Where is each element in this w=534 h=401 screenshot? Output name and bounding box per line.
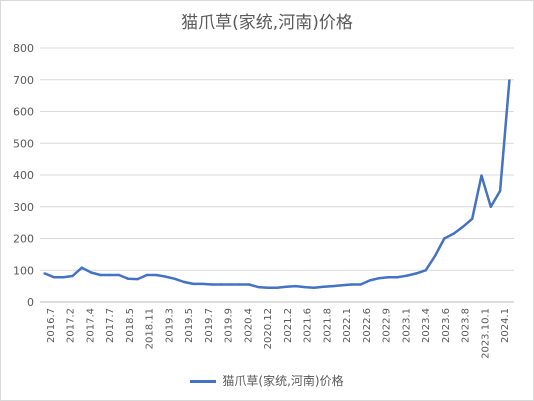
- x-tick-label: 2022.1: [342, 308, 353, 343]
- data-point: [164, 275, 167, 278]
- data-point: [396, 276, 399, 279]
- data-point: [275, 286, 279, 289]
- data-point: [471, 217, 474, 220]
- data-point: [43, 272, 46, 275]
- data-point: [155, 273, 158, 277]
- data-point: [433, 254, 437, 258]
- x-tick-label: 2022.6: [362, 308, 373, 343]
- y-tick-label: 300: [13, 201, 34, 214]
- x-tick-label: 2019.5: [184, 308, 195, 343]
- y-tick-label: 100: [13, 264, 34, 277]
- data-point: [220, 283, 223, 286]
- data-point: [173, 277, 176, 280]
- x-tick-label: 2019.3: [164, 308, 175, 343]
- x-tick-label: 2023.8: [461, 308, 472, 343]
- data-point: [89, 271, 93, 274]
- data-point: [285, 285, 288, 288]
- data-point: [182, 280, 186, 284]
- y-tick-label: 800: [13, 42, 34, 55]
- data-point: [62, 276, 65, 279]
- data-point: [322, 285, 325, 288]
- data-point: [443, 237, 446, 240]
- data-point: [117, 273, 121, 277]
- data-point: [368, 279, 372, 282]
- data-point: [489, 205, 492, 208]
- data-point: [350, 283, 353, 286]
- data-point: [378, 277, 381, 280]
- y-tick-label: 500: [13, 137, 34, 150]
- data-point: [71, 274, 74, 278]
- y-tick-label: 400: [13, 169, 34, 182]
- data-point: [52, 276, 56, 279]
- legend: 猫爪草(家统,河南)价格: [0, 372, 534, 389]
- data-point: [192, 282, 195, 286]
- data-point: [480, 174, 483, 177]
- data-point: [498, 189, 502, 193]
- data-point: [229, 283, 232, 286]
- data-point: [387, 276, 390, 279]
- series-layer: [43, 79, 511, 289]
- y-tick-label: 700: [13, 74, 34, 87]
- data-point: [201, 282, 204, 286]
- legend-label: 猫爪草(家统,河南)价格: [222, 374, 344, 388]
- data-point: [108, 273, 111, 277]
- data-point: [461, 225, 465, 228]
- data-point: [313, 286, 316, 289]
- y-tick-label: 0: [27, 296, 34, 309]
- x-tick-label: 2023.6: [441, 308, 452, 343]
- x-tick-label: 2023.10.1: [480, 308, 491, 359]
- data-point: [294, 284, 297, 288]
- data-point: [136, 277, 139, 281]
- data-point: [359, 283, 362, 286]
- data-point: [99, 273, 102, 277]
- x-tick-label: 2020.4: [243, 308, 254, 343]
- data-point: [247, 283, 251, 286]
- x-tick-label: 2018.5: [125, 308, 136, 343]
- y-tick-label: 200: [13, 233, 34, 246]
- data-point: [266, 286, 269, 289]
- x-tick-label: 2017.2: [66, 308, 77, 343]
- data-point: [238, 283, 241, 286]
- x-tick-label: 2021.2: [283, 308, 294, 343]
- data-point: [405, 274, 409, 277]
- data-point: [80, 266, 84, 269]
- x-tick-label: 2017.7: [105, 308, 116, 343]
- data-point: [303, 285, 307, 289]
- x-tick-label: 2021.6: [303, 308, 314, 343]
- data-point: [340, 284, 344, 287]
- x-tick-label: 2018.11: [145, 308, 156, 349]
- gridlines: [40, 47, 514, 303]
- x-tick-label: 2023.1: [401, 308, 412, 343]
- x-tick-label: 2017.4: [85, 308, 96, 343]
- data-point: [508, 79, 511, 82]
- data-point: [127, 277, 130, 280]
- x-tick-label: 2021.8: [322, 308, 333, 343]
- x-tick-label: 2019.7: [204, 308, 215, 343]
- x-axis-ticks: 2016.7 2017.2 2017.4 2017.7 2018.5 2018.11 201…: [46, 308, 511, 359]
- x-tick-label: 2023.4: [421, 308, 432, 343]
- data-point: [210, 283, 214, 286]
- y-tick-label: 600: [13, 106, 34, 119]
- data-point: [424, 269, 427, 272]
- data-point: [145, 273, 149, 277]
- x-tick-label: 2022.9: [382, 308, 393, 343]
- y-axis-ticks: 0 100 200 300 400 500 600 700 800: [13, 42, 34, 309]
- x-tick-label: 2019.9: [224, 308, 235, 343]
- x-tick-label: 2020.12: [263, 308, 274, 349]
- x-tick-label: 2016.7: [46, 308, 57, 343]
- legend-swatch: [190, 380, 217, 383]
- x-tick-label: 2024.1: [500, 308, 511, 343]
- chart-title: 猫爪草(家统,河南)价格: [181, 13, 353, 33]
- data-point: [257, 285, 260, 289]
- data-point: [415, 272, 418, 275]
- data-point: [452, 232, 455, 235]
- data-point: [331, 284, 334, 288]
